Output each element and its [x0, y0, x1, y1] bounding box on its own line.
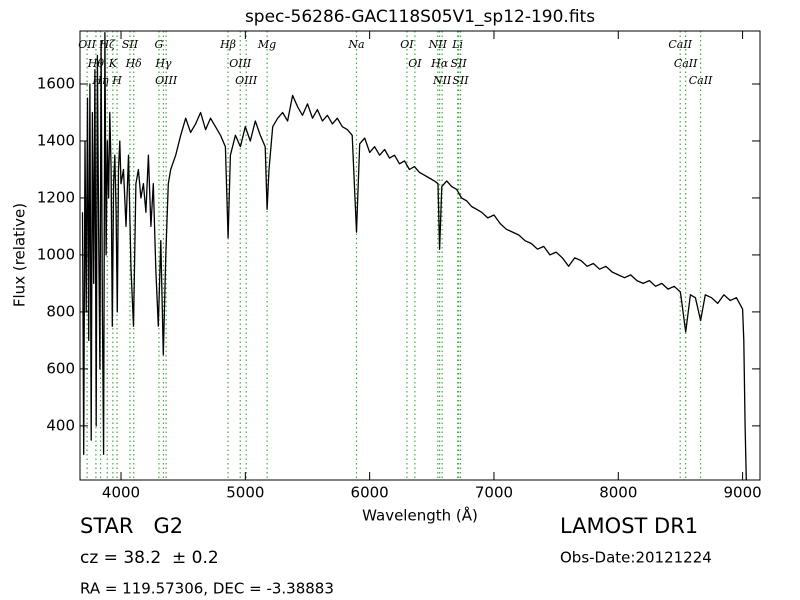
spectral-line-label: NII — [432, 74, 452, 87]
spectral-line-label: Hθ — [87, 57, 105, 70]
spectral-line-label: Hβ — [219, 38, 236, 51]
survey: LAMOST DR1 — [560, 514, 698, 538]
spectral-line-label: G — [155, 38, 164, 51]
y-tick-label: 600 — [46, 359, 75, 377]
spectral-line-label: OII — [78, 38, 96, 51]
x-tick-label: 9000 — [724, 484, 762, 502]
spectral-line-label: H — [111, 74, 122, 87]
spectral-line-label: OI — [408, 57, 422, 70]
x-axis-label: Wavelength (Å) — [362, 506, 478, 525]
spectral-line-label: Li — [451, 38, 463, 51]
y-tick-label: 800 — [46, 302, 75, 320]
spectral-line-label: Hζ — [98, 38, 116, 51]
spectral-line-label: OIII — [155, 74, 178, 87]
spectral-line-label: K — [108, 57, 118, 70]
y-tick-label: 1000 — [37, 245, 75, 263]
spectral-line-label: OI — [400, 38, 414, 51]
x-tick-label: 7000 — [475, 484, 513, 502]
spectral-line-label: CaII — [668, 38, 692, 51]
x-tick-label: 6000 — [351, 484, 389, 502]
y-tick-label: 400 — [46, 416, 75, 434]
obs-date: Obs-Date:20121224 — [560, 549, 712, 567]
x-tick-label: 8000 — [599, 484, 637, 502]
spectral-line-label: CaII — [674, 57, 698, 70]
axes-frame — [79, 30, 761, 481]
object-class: STAR G2 — [80, 514, 183, 538]
y-tick-label: 1400 — [37, 131, 75, 149]
plot-area — [81, 31, 747, 480]
y-tick-label: 1600 — [37, 74, 75, 92]
spectral-line-label: OIII — [235, 74, 258, 87]
spectral-line-label: NII — [428, 38, 448, 51]
x-tick-label: 4000 — [102, 484, 140, 502]
spectrum-line — [81, 32, 747, 480]
spectral-line-label: CaII — [689, 74, 713, 87]
spectral-line-label: SII — [122, 38, 139, 51]
spectral-line-label: Hδ — [125, 57, 143, 70]
spectral-line-label: OIII — [229, 57, 252, 70]
spectral-line-label: SII — [451, 57, 468, 70]
y-axis-label: Flux (relative) — [11, 203, 29, 307]
y-tick-label: 1200 — [37, 188, 75, 206]
spectral-line-label: Hα — [430, 57, 449, 70]
spectral-line-label: Na — [347, 38, 364, 51]
spectral-line-label: Hγ — [154, 57, 172, 70]
spectral-line-label: Mg — [257, 38, 276, 51]
x-tick-label: 5000 — [226, 484, 264, 502]
chart-title: spec-56286-GAC118S05V1_sp12-190.fits — [245, 7, 595, 27]
redshift: cz = 38.2 ± 0.2 — [80, 548, 219, 568]
spectral-line-label: Hη — [91, 74, 109, 87]
coordinates: RA = 119.57306, DEC = -3.38883 — [80, 580, 334, 598]
spectral-line-label: SII — [452, 74, 469, 87]
